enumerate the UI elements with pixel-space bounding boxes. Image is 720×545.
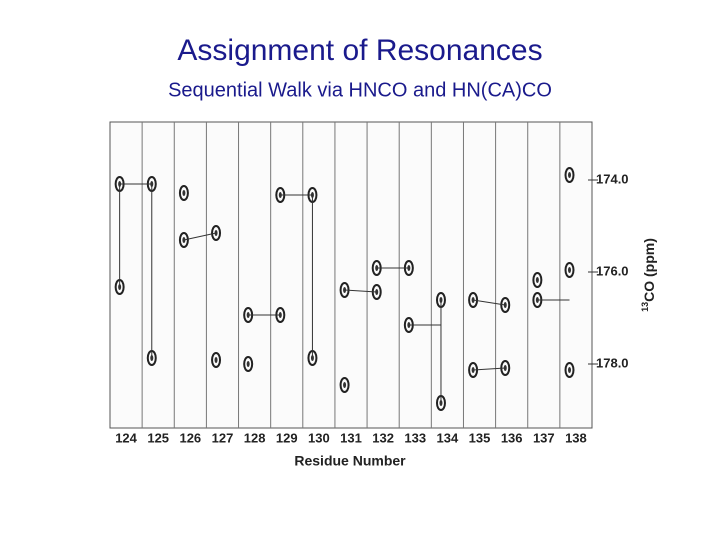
peak	[532, 272, 543, 288]
peak	[564, 262, 575, 278]
peak	[468, 292, 479, 308]
x-tick-label: 135	[469, 430, 491, 445]
peak-core	[535, 277, 539, 283]
peak	[211, 352, 222, 368]
x-tick-label: 124	[115, 430, 137, 445]
walk-connector	[473, 367, 506, 371]
x-tick-label: 125	[147, 430, 169, 445]
y-axis-label: 13CO (ppm)	[640, 238, 656, 312]
x-tick-label: 131	[340, 430, 362, 445]
y-tick-label: 176.0	[596, 263, 629, 278]
y-tick-label: 174.0	[596, 171, 629, 186]
peak-core	[568, 267, 572, 273]
peak-core	[246, 361, 250, 367]
x-tick-label: 126	[179, 430, 201, 445]
x-tick-label: 128	[244, 430, 266, 445]
x-tick-label: 133	[404, 430, 426, 445]
y-axis-label-sup: 13	[640, 302, 650, 312]
peaks	[114, 167, 575, 411]
walk-connector	[344, 289, 377, 293]
slide-subtitle: Sequential Walk via HNCO and HN(CA)CO	[168, 79, 552, 101]
x-tick-label: 127	[212, 430, 234, 445]
peak	[178, 185, 189, 201]
x-tick-label: 130	[308, 430, 330, 445]
spectrum-frame	[109, 121, 593, 429]
peak	[564, 167, 575, 183]
walk-connector	[183, 232, 217, 241]
peak-core	[568, 367, 572, 373]
peak	[500, 297, 511, 313]
slide-title: Assignment of Resonances	[177, 34, 542, 67]
strips	[141, 122, 561, 428]
y-axis-label-text: CO (ppm)	[641, 238, 657, 302]
peak	[339, 377, 350, 393]
peak-core	[214, 357, 218, 363]
peak-core	[343, 382, 347, 388]
walk-connector	[473, 299, 506, 306]
y-tick-label: 178.0	[596, 355, 629, 370]
x-axis-label: Residue Number	[294, 453, 406, 469]
peak	[178, 232, 189, 248]
peak-core	[182, 190, 186, 196]
x-tick-label: 134	[437, 430, 459, 445]
x-tick-label: 136	[501, 430, 523, 445]
peak	[211, 225, 222, 241]
x-tick-label: 138	[565, 430, 587, 445]
x-tick-label: 129	[276, 430, 298, 445]
x-tick-label: 132	[372, 430, 394, 445]
peak	[564, 362, 575, 378]
x-tick-label: 137	[533, 430, 555, 445]
peak	[243, 356, 254, 372]
peak-core	[568, 172, 572, 178]
